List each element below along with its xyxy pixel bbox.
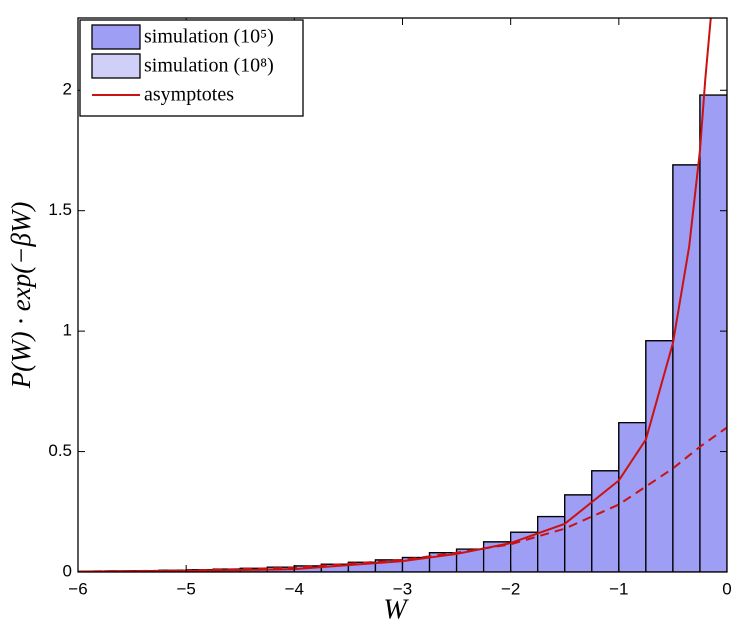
histogram-bar bbox=[591, 470, 620, 572]
histogram-bar bbox=[564, 494, 593, 572]
legend-label: simulation (10⁸) bbox=[144, 55, 274, 77]
legend-label: simulation (10⁵) bbox=[144, 26, 274, 48]
legend-swatch bbox=[91, 53, 141, 79]
x-tick-label: −4 bbox=[285, 579, 304, 598]
x-tick-label: 0 bbox=[722, 579, 731, 598]
histogram-bar bbox=[699, 94, 727, 572]
legend-swatch bbox=[91, 24, 141, 50]
x-tick-label: −3 bbox=[393, 579, 412, 598]
histogram-bar bbox=[645, 340, 674, 572]
asymptote-line bbox=[78, 18, 712, 572]
legend-label: asymptotes bbox=[144, 84, 234, 106]
y-tick-label: 1.5 bbox=[48, 200, 72, 219]
x-tick-label: −1 bbox=[609, 579, 628, 598]
x-tick-label: −2 bbox=[501, 579, 520, 598]
x-tick-label: −6 bbox=[68, 579, 87, 598]
y-tick-label: 0 bbox=[63, 561, 72, 580]
histogram-bar bbox=[672, 164, 701, 572]
legend: simulation (10⁵) simulation (10⁸) asymptot… bbox=[79, 19, 304, 117]
y-tick-label: 1 bbox=[63, 321, 72, 340]
y-tick-label: 0.5 bbox=[48, 441, 72, 460]
y-tick-label: 2 bbox=[63, 80, 72, 99]
plot-area bbox=[78, 18, 727, 572]
y-axis-label: P(W) · exp(−βW) bbox=[6, 202, 36, 390]
asymptote-line bbox=[78, 426, 727, 572]
x-tick-label: −5 bbox=[176, 579, 195, 598]
x-axis-label: W bbox=[383, 594, 409, 625]
